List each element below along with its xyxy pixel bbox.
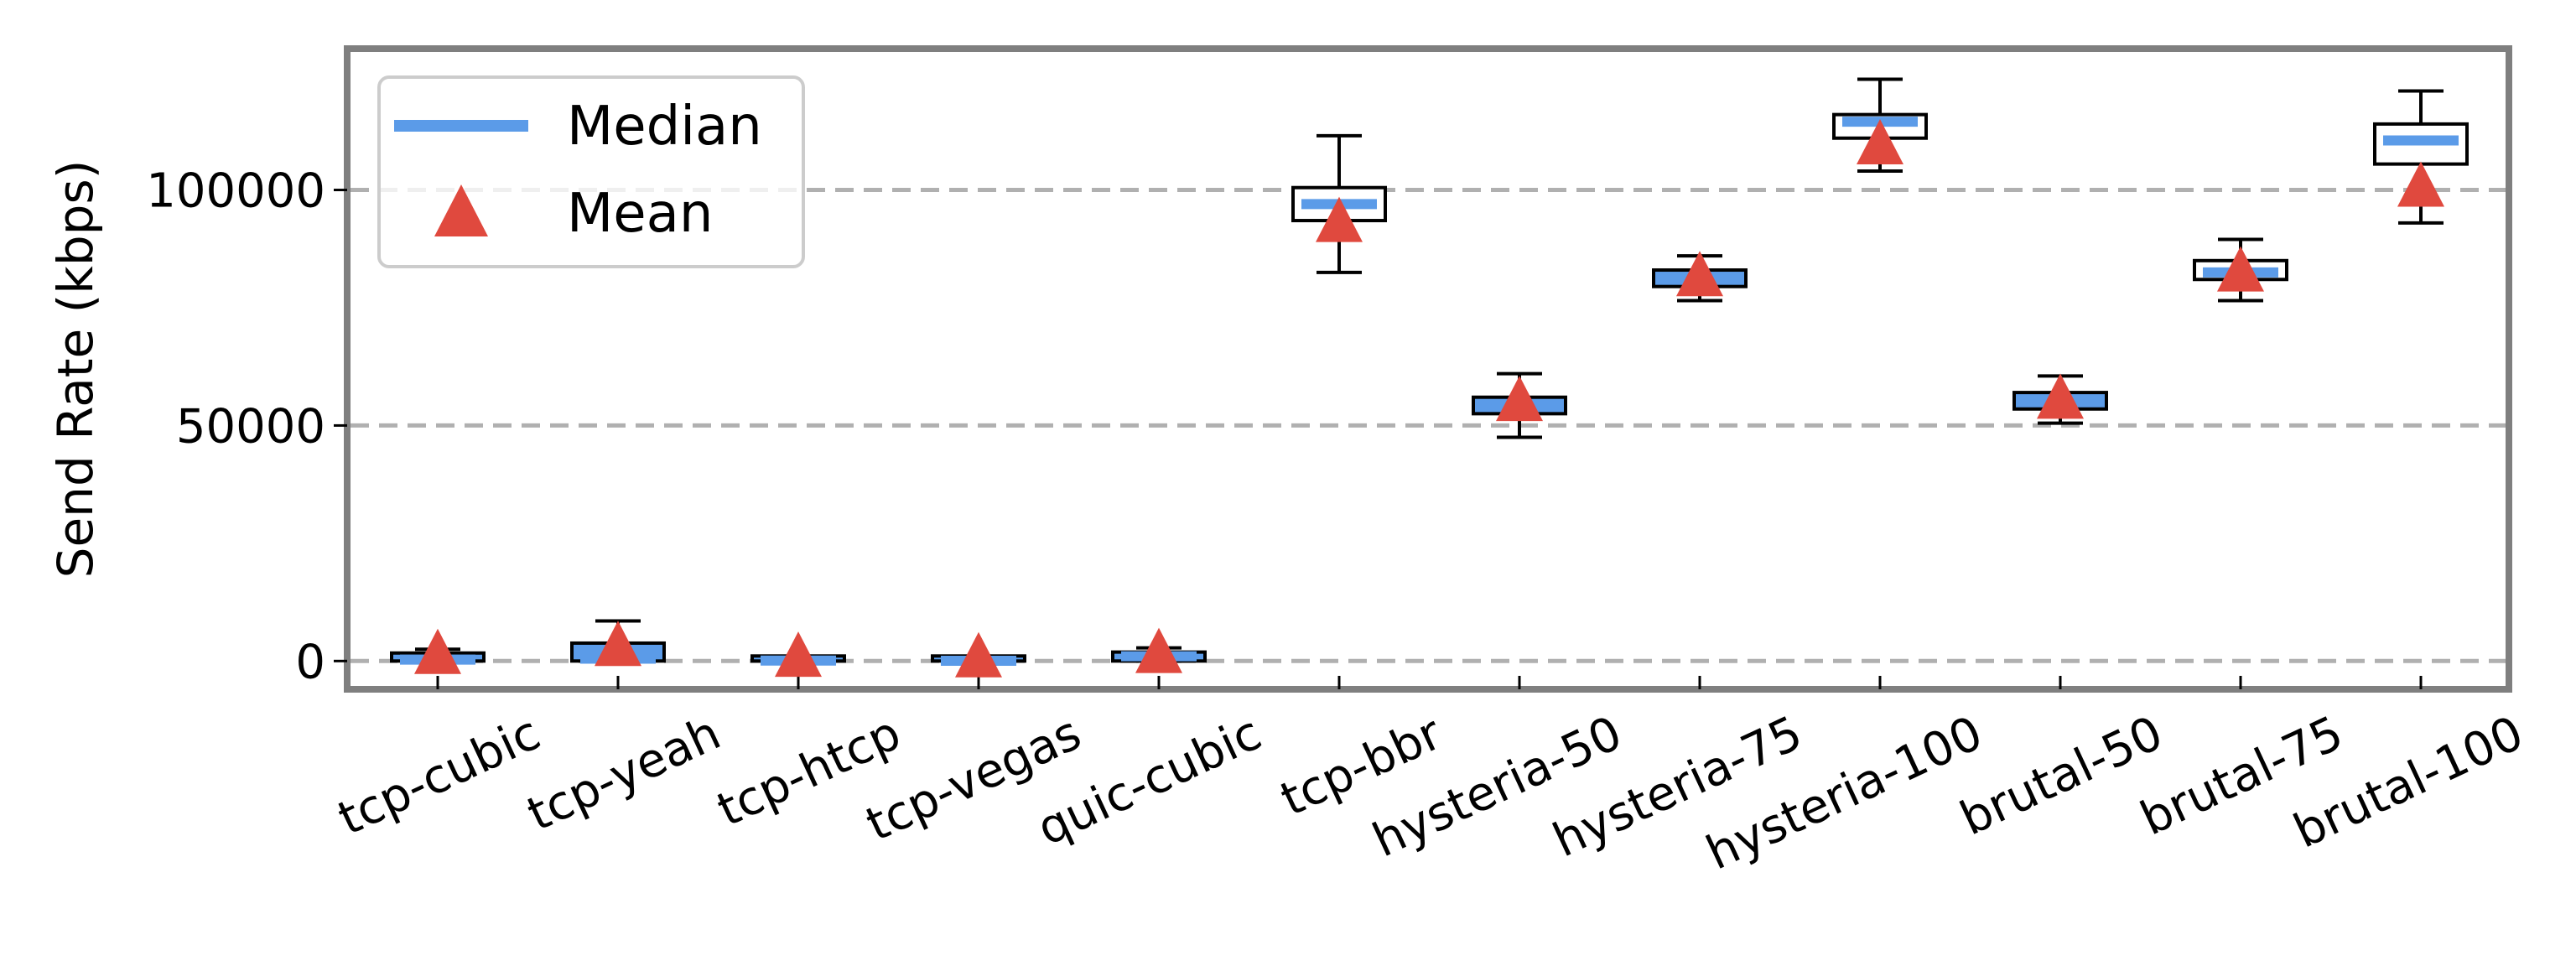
mean-marker (1676, 251, 1723, 297)
legend-mean-label: Mean (567, 183, 713, 245)
mean-marker (1135, 627, 1182, 673)
mean-marker (414, 628, 461, 674)
x-tick-label: brutal-50 (1952, 706, 2171, 847)
mean-marker (1857, 118, 1903, 164)
legend-mean-swatch (434, 184, 488, 236)
mean-marker (1316, 196, 1363, 242)
mean-marker (2037, 373, 2084, 419)
x-tick-label: tcp-yeah (519, 706, 728, 842)
mean-marker (1496, 376, 1543, 422)
y-axis-label: Send Rate (kbps) (47, 160, 104, 579)
y-tick-label: 50000 (176, 399, 325, 454)
legend: Median Mean (377, 75, 805, 268)
mean-marker (595, 621, 641, 667)
mean-marker (2397, 161, 2444, 207)
y-tick-label: 0 (295, 635, 325, 689)
legend-median-label: Median (567, 96, 762, 158)
mean-marker (955, 631, 1002, 678)
mean-markers (414, 118, 2444, 678)
x-tick-label: tcp-cubic (330, 706, 548, 846)
mean-marker (775, 631, 822, 678)
x-axis-ticks: tcp-cubictcp-yeahtcp-htcptcp-vegasquic-c… (330, 676, 2532, 880)
mean-marker (2217, 246, 2264, 292)
y-tick-label: 100000 (146, 164, 325, 219)
y-axis-ticks: 0 50000 100000 (146, 164, 347, 689)
